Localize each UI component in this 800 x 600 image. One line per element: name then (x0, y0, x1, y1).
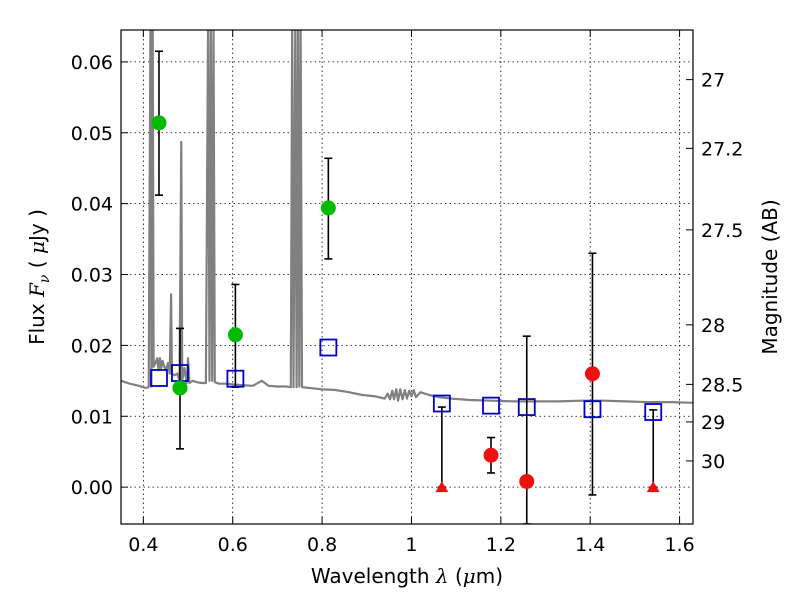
y-tick-label: 0.06 (71, 52, 113, 74)
y2-axis-title: Magnitude (AB) (758, 199, 782, 354)
y-tick-label: 0.01 (71, 406, 113, 428)
x-tick-label: 1.4 (575, 534, 605, 556)
plot-data (121, 30, 693, 524)
data-point (483, 447, 499, 463)
y2-tick-label: 27.5 (701, 220, 743, 242)
y2-tick-label: 27.2 (701, 138, 743, 160)
data-point (584, 366, 600, 382)
model-photometry-point (482, 396, 500, 415)
model-spectrum-line (121, 30, 693, 404)
data-point (519, 473, 535, 489)
y2-tick-label: 29 (701, 412, 725, 434)
upper-limit-marker (435, 481, 449, 493)
x-tick-label: 1.2 (486, 534, 516, 556)
x-tick-label: 0.6 (218, 534, 248, 556)
y2-tick-label: 28 (701, 315, 725, 337)
model-photometry-point (150, 369, 168, 387)
data-point (227, 327, 243, 343)
x-tick-label: 1 (405, 534, 417, 556)
y-tick-label: 0.04 (71, 194, 113, 216)
model-photometry-point (517, 398, 536, 416)
data-point (320, 200, 336, 216)
upper-limit-marker (646, 481, 660, 493)
ticks: 0.4 0.6 0.8 1 1.2 1.4 1.6 0.00 0.01 0.02 0.03 0.04 0… (71, 30, 743, 556)
model-photometry-point (644, 403, 663, 421)
y-tick-label: 0.03 (71, 265, 113, 287)
model-photometry-point (583, 400, 602, 419)
y-tick-label: 0.00 (71, 477, 113, 499)
model-photometry-point (319, 338, 338, 357)
y-tick-label: 0.02 (71, 335, 113, 357)
y2-tick-label: 28.5 (701, 374, 743, 396)
y-axis-title: Flux Fν ( μJy ) (25, 209, 53, 345)
y2-tick-label: 30 (701, 451, 725, 473)
y-tick-label: 0.05 (71, 123, 113, 145)
x-tick-label: 0.4 (128, 534, 158, 556)
grid (121, 30, 693, 524)
model-photometry-point (226, 369, 245, 388)
data-point (172, 380, 188, 396)
x-tick-label: 0.8 (307, 534, 337, 556)
plot-frame (120, 29, 694, 525)
model-photometry-point (432, 394, 451, 413)
y2-tick-label: 27 (701, 70, 725, 92)
data-point (151, 115, 167, 131)
x-axis-title: Wavelength λ (μm) (311, 564, 503, 588)
x-tick-label: 1.6 (664, 534, 694, 556)
